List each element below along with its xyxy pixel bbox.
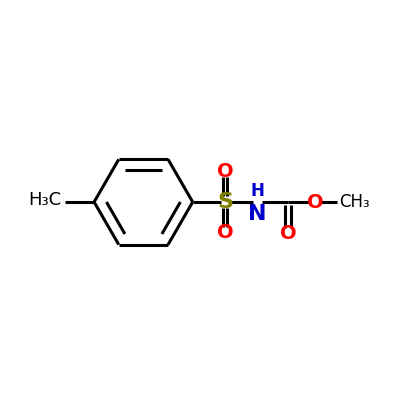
Text: O: O — [307, 192, 324, 212]
Text: H₃C: H₃C — [29, 192, 62, 210]
Text: N: N — [248, 204, 267, 224]
Text: H: H — [250, 182, 264, 200]
Text: O: O — [217, 162, 233, 181]
Text: S: S — [217, 192, 233, 212]
Text: O: O — [217, 223, 233, 242]
Text: O: O — [280, 224, 296, 243]
Text: CH₃: CH₃ — [339, 193, 370, 211]
